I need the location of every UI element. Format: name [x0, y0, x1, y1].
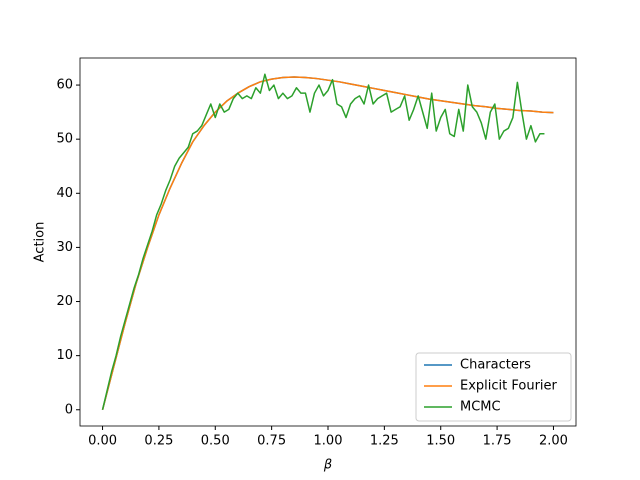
x-tick-label: 0.75	[257, 434, 286, 449]
x-tick-label: 1.50	[426, 434, 455, 449]
x-tick-label: 1.75	[483, 434, 512, 449]
x-tick-label: 0.00	[88, 434, 117, 449]
x-tick-label: 0.50	[201, 434, 230, 449]
legend-label: Characters	[460, 358, 531, 373]
y-tick-label: 10	[56, 348, 73, 363]
y-axis-label: Action	[33, 222, 48, 263]
y-tick-label: 30	[56, 240, 73, 255]
y-tick-label: 50	[56, 132, 73, 147]
legend-label: Explicit Fourier	[460, 379, 558, 394]
x-tick-label: 0.25	[144, 434, 173, 449]
y-tick-label: 40	[56, 186, 73, 201]
x-axis-label: β	[323, 458, 332, 473]
y-tick-label: 0	[65, 402, 73, 417]
x-tick-label: 1.00	[314, 434, 343, 449]
legend-label: MCMC	[460, 400, 501, 415]
x-tick-label: 1.25	[370, 434, 399, 449]
legend-box	[415, 352, 572, 422]
plot-frame	[79, 57, 577, 427]
y-tick-label: 20	[56, 294, 73, 309]
x-tick-label: 2.00	[539, 434, 568, 449]
series-line	[101, 76, 554, 410]
series-line	[101, 73, 545, 410]
y-tick-label: 60	[56, 78, 73, 93]
